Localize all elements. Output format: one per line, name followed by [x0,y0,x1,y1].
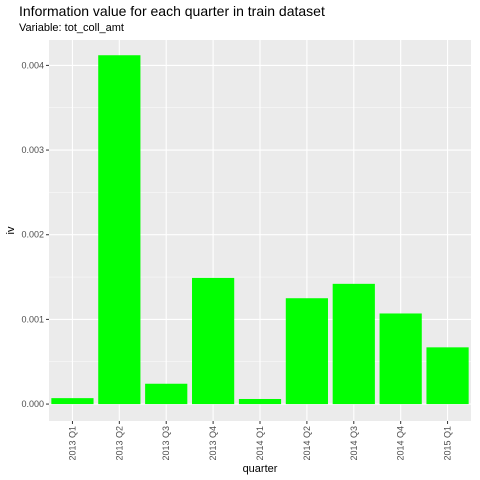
bar [192,277,235,405]
bar [426,347,469,405]
chart-title: Information value for each quarter in tr… [19,3,325,19]
bar [98,55,141,405]
x-tick-label: 2013 Q3 [161,426,171,461]
chart-subtitle: Variable: tot_coll_amt [19,22,124,34]
y-tick-label: 0.001 [21,314,44,324]
bar [238,398,282,405]
y-tick-label: 0.000 [21,399,44,409]
bar [51,398,94,405]
x-tick-label: 2014 Q4 [396,426,406,461]
x-tick-label: 2013 Q2 [114,426,124,461]
x-axis-title: quarter [243,463,278,475]
y-axis-ticks: 0.000 0.001 0.002 0.003 0.004 [21,60,49,409]
x-tick-label: 2015 Q1 [443,426,453,461]
x-tick-label: 2014 Q2 [302,426,312,461]
bar [285,298,328,405]
bar [379,313,422,405]
bar [145,383,188,405]
y-axis-title: iv [5,226,17,234]
x-tick-label: 2014 Q3 [349,426,359,461]
y-tick-label: 0.004 [21,60,44,70]
x-axis-ticks: 2013 Q1 2013 Q2 2013 Q3 2013 Q4 2014 Q1 2014 … [67,421,453,461]
y-tick-label: 0.003 [21,145,44,155]
y-tick-label: 0.002 [21,230,44,240]
bar [332,283,375,405]
x-tick-label: 2014 Q1 [255,426,265,461]
bars [51,55,469,405]
x-tick-label: 2013 Q1 [67,426,77,461]
x-tick-label: 2013 Q4 [208,426,218,461]
